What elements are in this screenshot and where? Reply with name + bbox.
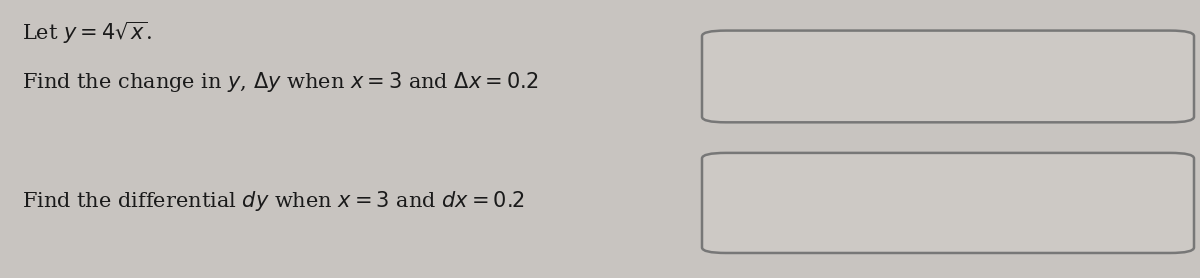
FancyBboxPatch shape — [702, 153, 1194, 253]
Text: Find the change in $y$, $\Delta y$ when $x = 3$ and $\Delta x = 0.2$: Find the change in $y$, $\Delta y$ when … — [22, 70, 538, 93]
Text: Let $y = 4\sqrt{x}$.: Let $y = 4\sqrt{x}$. — [22, 19, 151, 46]
FancyBboxPatch shape — [702, 31, 1194, 122]
Text: Find the differential $dy$ when $x = 3$ and $dx = 0.2$: Find the differential $dy$ when $x = 3$ … — [22, 189, 524, 213]
